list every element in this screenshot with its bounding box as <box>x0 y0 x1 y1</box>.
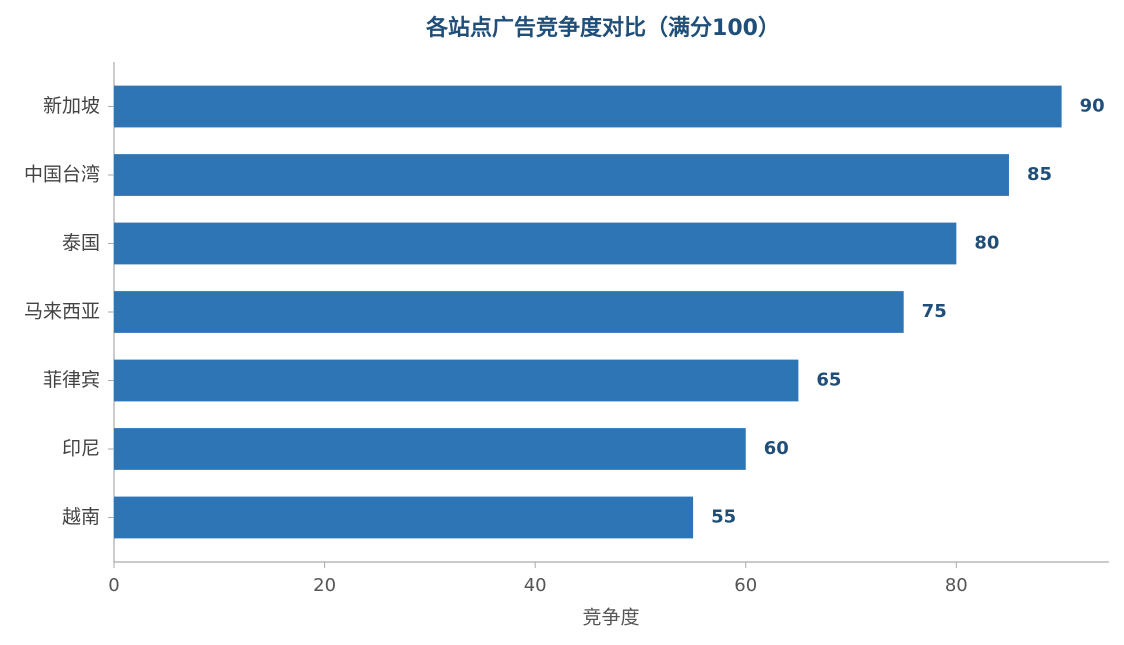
bar <box>114 359 799 402</box>
bar <box>114 85 1062 128</box>
chart-title: 各站点广告竞争度对比（满分100） <box>425 15 780 41</box>
value-label: 90 <box>1080 96 1105 117</box>
x-tick-label: 40 <box>524 575 547 596</box>
x-tick-label: 0 <box>108 575 119 596</box>
value-label: 55 <box>711 506 736 527</box>
value-label: 80 <box>974 233 999 254</box>
y-tick-label: 印尼 <box>62 437 100 459</box>
bar <box>114 428 746 470</box>
x-tick-label: 60 <box>734 575 757 596</box>
value-label: 75 <box>922 301 947 322</box>
bar <box>114 222 957 265</box>
y-tick-label: 泰国 <box>62 232 100 254</box>
value-label: 65 <box>816 369 841 390</box>
bar <box>114 154 1009 196</box>
x-tick-label: 20 <box>313 575 336 596</box>
y-tick-label: 菲律宾 <box>43 369 100 391</box>
y-tick-label: 新加坡 <box>43 95 100 117</box>
bar <box>114 496 694 539</box>
bar <box>114 291 904 333</box>
x-axis-label: 竞争度 <box>582 607 639 629</box>
y-tick-label: 越南 <box>62 506 100 528</box>
x-tick-label: 80 <box>945 575 968 596</box>
y-tick-label: 马来西亚 <box>24 301 100 323</box>
value-label: 60 <box>764 438 789 459</box>
value-label: 85 <box>1027 164 1052 185</box>
y-tick-label: 中国台湾 <box>24 164 100 186</box>
